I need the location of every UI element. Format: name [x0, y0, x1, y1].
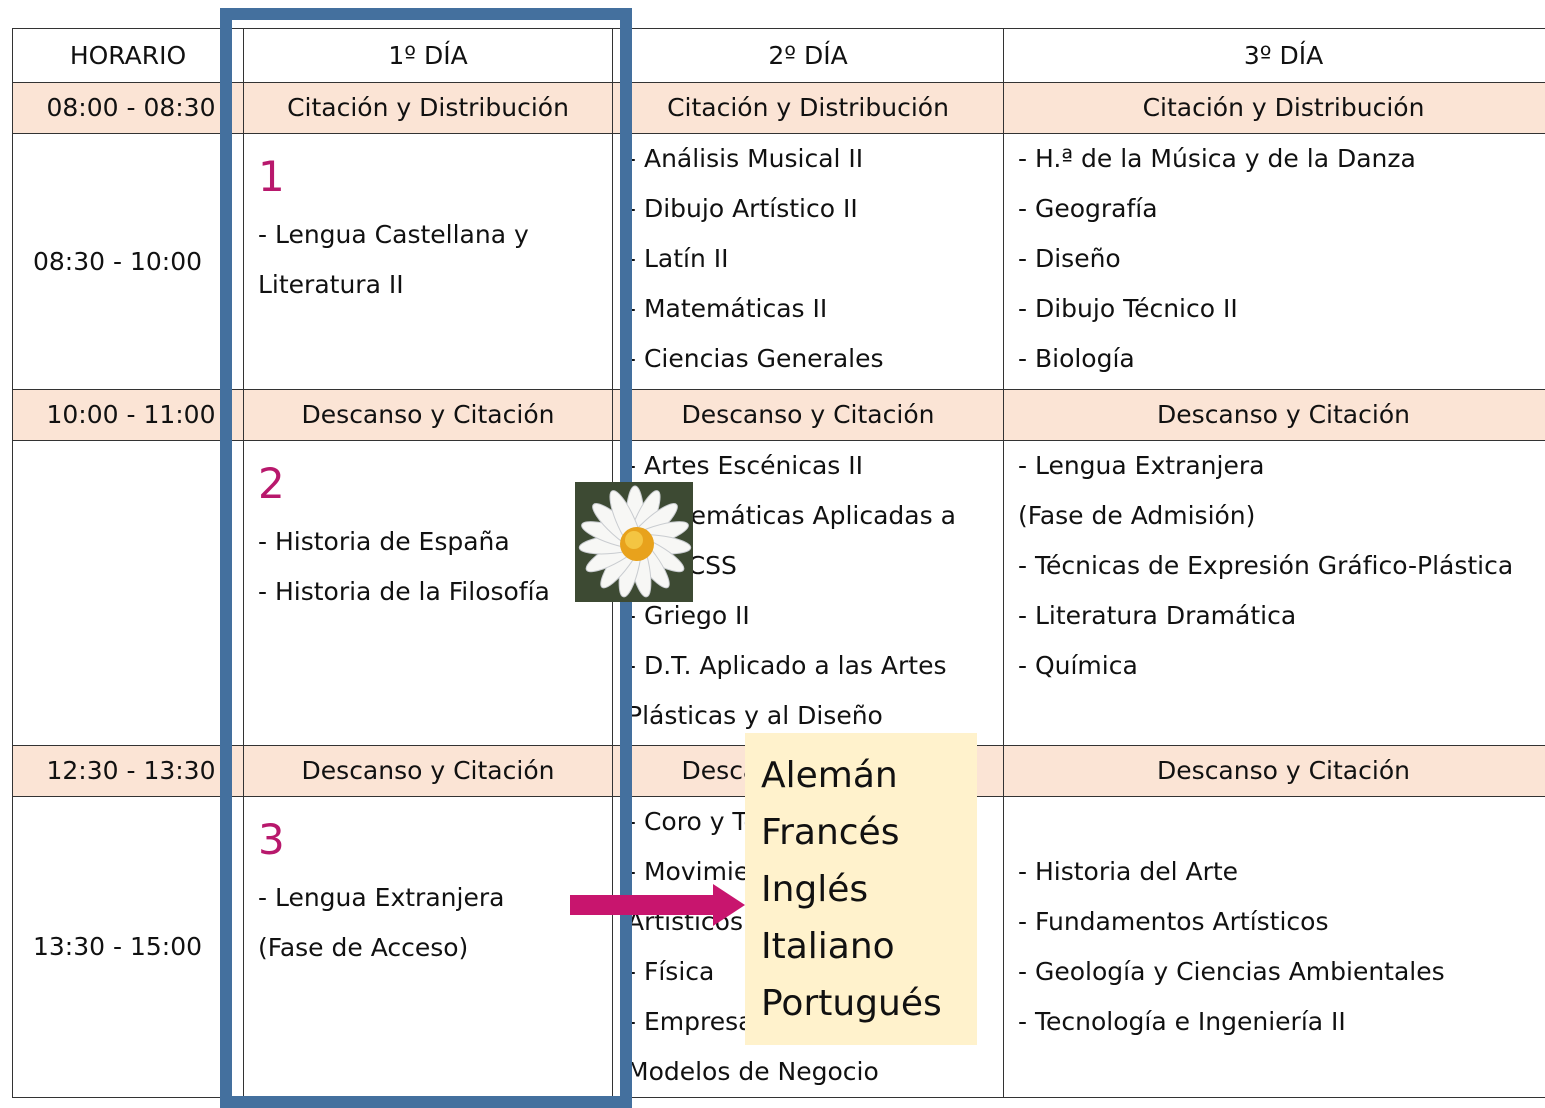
time-cell: 10:00 - 11:00 — [13, 390, 244, 441]
cell-line: - Geología y Ciencias Ambientales — [1018, 947, 1545, 997]
header-cell: HORARIO — [13, 29, 244, 83]
day-cell: - Análisis Musical II- Dibujo Artístico … — [613, 134, 1004, 390]
cell-line: - Ciencias Generales — [627, 334, 989, 384]
language: Italiano — [761, 918, 977, 975]
cell-line: - D.T. Aplicado a las Artes Plásticas y … — [627, 641, 989, 741]
day-cell: Descanso y Citación — [1004, 390, 1545, 441]
day-cell: Descanso y Citación — [1004, 746, 1545, 797]
cell-line: - Fundamentos Artísticos — [1018, 897, 1545, 947]
cell-line: - Técnicas de Expresión Gráfico-Plástica — [1018, 541, 1545, 591]
time-cell: 12:30 - 13:30 — [13, 746, 244, 797]
arrow — [568, 880, 748, 930]
cell-line: Descanso y Citación — [627, 390, 989, 440]
language: Portugués — [761, 975, 977, 1032]
highlight-frame — [220, 8, 632, 1108]
cell-line: Citación y Distribución — [1018, 83, 1545, 133]
cell-line: Descanso y Citación — [1018, 746, 1545, 796]
cell-line: - Geografía — [1018, 184, 1545, 234]
cell-line: (Fase de Admisión) — [1018, 491, 1545, 541]
language: Francés — [761, 804, 977, 861]
cell-line: - Análisis Musical II — [627, 134, 989, 184]
page: {"table": { "header": ["HORARIO", "1º DÍ… — [0, 0, 1545, 1061]
cell-line: - Diseño — [1018, 234, 1545, 284]
cell-line: - Matemáticas II — [627, 284, 989, 334]
cell-line: - Tecnología e Ingeniería II — [1018, 997, 1545, 1047]
header-cell: 2º DÍA — [613, 29, 1004, 83]
cell-line: - Dibujo Artístico II — [627, 184, 989, 234]
cell-line: - Química — [1018, 641, 1545, 691]
cell-line: - Historia del Arte — [1018, 847, 1545, 897]
cell-line: Citación y Distribución — [627, 83, 989, 133]
language: Inglés — [761, 861, 977, 918]
cell-line: - Dibujo Técnico II — [1018, 284, 1545, 334]
day-cell: - H.ª de la Música y de la Danza- Geogra… — [1004, 134, 1545, 390]
time-cell — [13, 441, 244, 746]
language: Alemán — [761, 747, 977, 804]
day-cell: Citación y Distribución — [1004, 83, 1545, 134]
cell-line: - Literatura Dramática — [1018, 591, 1545, 641]
day-cell: Citación y Distribución — [613, 83, 1004, 134]
day-cell: Descanso y Citación — [613, 390, 1004, 441]
cell-line: - H.ª de la Música y de la Danza — [1018, 134, 1545, 184]
header-cell: 3º DÍA — [1004, 29, 1545, 83]
cell-line: - Biología — [1018, 334, 1545, 384]
cell-line: - Latín II — [627, 234, 989, 284]
time-cell: 08:30 - 10:00 — [13, 134, 244, 390]
time-cell: 13:30 - 15:00 — [13, 797, 244, 1098]
cell-line: - Lengua Extranjera — [1018, 441, 1545, 491]
day-cell: - Lengua Extranjera (Fase de Admisión)- … — [1004, 441, 1545, 746]
time-cell: 08:00 - 08:30 — [13, 83, 244, 134]
flower-image — [575, 482, 693, 602]
day-cell: - Historia del Arte- Fundamentos Artísti… — [1004, 797, 1545, 1098]
cell-line: Descanso y Citación — [1018, 390, 1545, 440]
